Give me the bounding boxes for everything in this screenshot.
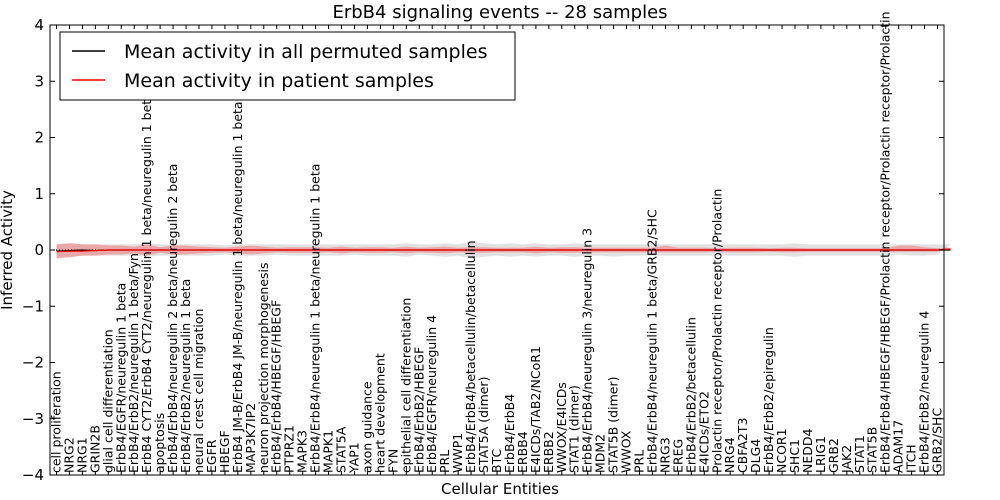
x-category-label: axon guidance	[359, 381, 374, 473]
y-tick-label: 2	[34, 129, 44, 147]
x-category-label: ErbB4 CYT2/ErbB4 CYT2/neuregulin 1 beta/…	[139, 92, 154, 473]
x-category-label: GRIN2B	[87, 425, 102, 473]
x-category-label: ErbB4/ErbB2/neuregulin 1 beta/Fyn	[126, 253, 141, 473]
legend-label-patient: Mean activity in patient samples	[124, 70, 434, 92]
x-category-label: ErbB4/ErbB4/neuregulin 1 beta/GRB2/SHC	[644, 209, 659, 473]
x-category-label: MDM2	[593, 434, 608, 473]
x-category-label: ErbB4/ErbB4/HBEGF/HBEGF/Prolactin recept…	[878, 11, 893, 473]
x-category-label: CBFA2T3	[735, 418, 750, 473]
legend: Mean activity in all permuted samples Me…	[59, 31, 516, 101]
x-category-label: ErbB4/EGFR/neuregulin 4	[424, 315, 439, 473]
x-category-label: ErbB4/ErbB4	[502, 394, 517, 473]
y-tick-label: 4	[34, 16, 44, 34]
x-category-label: NRG3	[657, 437, 672, 473]
y-tick-label: −2	[22, 354, 44, 372]
y-tick-label: −4	[22, 466, 44, 484]
x-category-label: PRL	[437, 450, 452, 473]
x-category-label: STAT1 (dimer)	[567, 385, 582, 473]
x-category-label: STAT1	[852, 435, 867, 473]
x-category-label: ErbB4/ErbB2/neuregulin 1 beta	[178, 279, 193, 473]
x-category-label: ErbB4/ErbB2/epiregulin	[761, 327, 776, 473]
x-category-label: MAP3K7IP2	[243, 403, 258, 473]
x-category-label: PTPRZ1	[282, 425, 297, 473]
y-tick-label: −3	[22, 410, 44, 428]
x-category-label: EGFR	[204, 439, 219, 473]
x-category-label: MAPK3	[295, 430, 310, 473]
x-category-label: glial cell differentiation	[100, 329, 115, 473]
y-tick-label: 1	[34, 185, 44, 203]
x-category-label: epithelial cell differentiation	[398, 298, 413, 473]
y-tick-label: −1	[22, 297, 44, 315]
x-category-label: STAT5B (dimer)	[606, 377, 621, 473]
x-category-label: STAT5A (dimer)	[476, 377, 491, 473]
x-category-label: EREG	[670, 439, 685, 473]
x-category-label: neuron projection morphogenesis	[256, 262, 271, 473]
x-category-label: ErbB4/ErbB4/betacellulin/betacellulin	[463, 240, 478, 473]
patient-mean-line	[56, 248, 951, 253]
x-category-label: NRG4	[722, 437, 737, 473]
x-category-label: neural crest cell migration	[191, 309, 206, 473]
chart-title: ErbB4 signaling events -- 28 samples	[332, 2, 667, 23]
x-category-label: E4ICDs/ETO2	[696, 391, 711, 473]
x-category-label: WWP1	[450, 433, 465, 473]
x-category-label: ErbB4/ErbB2/HBEGF	[411, 347, 426, 473]
legend-box	[59, 31, 516, 101]
x-category-label: ERBB2	[541, 431, 556, 473]
x-category-label: LRIG1	[813, 436, 828, 473]
x-category-label: WWOX/E4ICDs	[554, 382, 569, 473]
x-category-label: JAK2	[839, 445, 854, 474]
x-category-label: FYN	[385, 449, 400, 473]
y-tick-label: 0	[34, 241, 44, 259]
x-category-label: heart development	[372, 353, 387, 473]
patient-band	[56, 243, 951, 259]
x-category-label: ITCH	[904, 444, 919, 473]
x-category-label: apoptosis	[152, 413, 167, 473]
x-category-label: ErbB4/ErbB4/neuregulin 1 beta/neuregulin…	[308, 164, 323, 473]
y-axis-label: Inferred Activity	[0, 190, 16, 310]
x-category-label: NEDD4	[800, 429, 815, 473]
x-category-label: STAT5A	[334, 426, 349, 473]
x-category-label: ErbB4/ErbB4/neuregulin 2 beta/neuregulin…	[165, 164, 180, 473]
x-category-label: cell proliferation	[48, 371, 63, 473]
x-category-label: GRB2/SHC	[930, 408, 945, 473]
x-category-label: ErbB4/ErbB2/neuregulin 4	[917, 311, 932, 473]
x-category-label: NRG1	[74, 437, 89, 473]
x-category-label: ErbB4/ErbB4/HBEGF/HBEGF	[269, 300, 284, 473]
x-category-label: ERBB4	[515, 431, 530, 473]
x-category-label: Prolactin receptor/Prolactin receptor/Pr…	[709, 189, 724, 473]
x-category-label: NCOR1	[774, 428, 789, 473]
x-category-label: ADAM17	[891, 420, 906, 473]
x-category-label: DLG4	[748, 439, 763, 473]
x-category-label: MAPK1	[321, 430, 336, 473]
x-category-label: GRB2	[826, 438, 841, 473]
x-category-label: PRL	[632, 450, 647, 473]
x-category-label: ErbB4 JM-B/ErbB4 JM-B/neuregulin 1 beta/…	[230, 101, 245, 473]
x-category-label: ErbB4/ErbB2/betacellulin	[683, 317, 698, 473]
x-category-label: HBEGF	[217, 430, 232, 473]
x-category-label: STAT5B	[865, 427, 880, 473]
x-category-label: ErbB4/EGFR/neuregulin 1 beta	[113, 283, 128, 473]
x-category-label: ErbB4/ErbB4/neuregulin 3/neuregulin 3	[580, 228, 595, 473]
x-category-label: E4ICDs/TAB2/NCoR1	[528, 346, 543, 473]
x-category-label: YAP1	[346, 442, 361, 474]
y-tick-label: 3	[34, 72, 44, 90]
x-category-label: SHC1	[787, 439, 802, 473]
x-category-label: NRG2	[61, 437, 76, 473]
x-axis-label: Cellular Entities	[441, 480, 559, 498]
legend-label-permuted: Mean activity in all permuted samples	[124, 41, 487, 63]
x-category-label: BTC	[489, 449, 504, 473]
x-category-label: WWOX	[619, 430, 634, 473]
